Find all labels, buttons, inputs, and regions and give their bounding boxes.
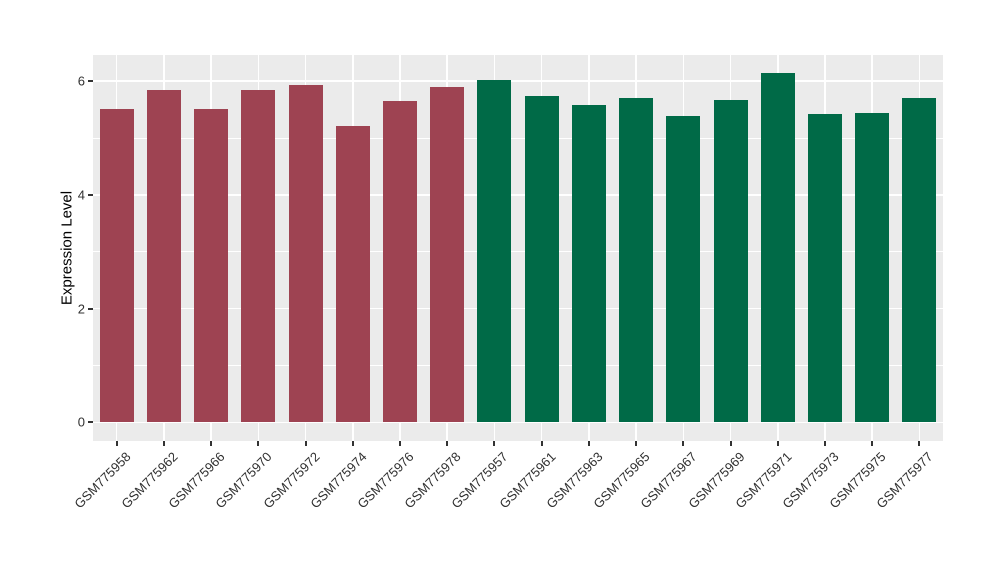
bar-GSM775957 [477, 80, 512, 423]
bar-GSM775967 [666, 116, 701, 423]
x-tick-mark [871, 441, 874, 446]
bar-GSM775965 [619, 98, 654, 423]
minor-gridline [93, 251, 943, 253]
bar-GSM775974 [335, 126, 370, 423]
y-tick-mark [88, 307, 93, 310]
x-tick-mark [210, 441, 213, 446]
y-tick-label: 2 [77, 301, 85, 316]
bar-GSM775962 [146, 90, 181, 423]
y-tick-label: 4 [77, 187, 85, 203]
x-tick-mark [682, 441, 685, 446]
x-tick-mark [162, 441, 165, 446]
x-tick-mark [540, 441, 543, 446]
bar-GSM775961 [524, 95, 559, 423]
y-axis-title: Expression Level [58, 190, 76, 306]
bar-GSM775977 [902, 98, 937, 423]
x-tick-mark [115, 441, 118, 446]
y-tick-label: 0 [77, 414, 85, 430]
x-tick-mark [918, 441, 921, 446]
bar-GSM775966 [194, 109, 229, 423]
minor-gridline [93, 364, 943, 366]
major-gridline [93, 80, 943, 82]
x-tick-mark [635, 441, 638, 446]
bar-GSM775978 [430, 87, 465, 423]
bar-GSM775973 [807, 114, 842, 423]
bar-GSM775975 [855, 113, 890, 423]
x-tick-mark [351, 441, 354, 446]
x-tick-mark [493, 441, 496, 446]
bar-GSM775970 [241, 90, 276, 423]
x-tick-mark [587, 441, 590, 446]
y-tick-label: 6 [77, 73, 85, 89]
major-gridline [93, 194, 943, 196]
bar-GSM775969 [713, 99, 748, 423]
x-tick-mark [398, 441, 401, 446]
x-tick-mark [446, 441, 449, 446]
x-tick-mark [823, 441, 826, 446]
major-gridline [93, 421, 943, 423]
bar-GSM775976 [382, 101, 417, 423]
bar-GSM775971 [760, 73, 795, 423]
bar-GSM775958 [99, 109, 134, 423]
y-tick-mark [88, 80, 93, 83]
bar-GSM775963 [571, 105, 606, 423]
y-tick-mark [88, 193, 93, 196]
major-gridline [93, 307, 943, 310]
plot-panel [93, 55, 943, 441]
x-tick-mark [729, 441, 732, 446]
x-tick-mark [776, 441, 779, 446]
bar-GSM775972 [288, 85, 323, 423]
minor-gridline [93, 137, 943, 139]
x-tick-mark [304, 441, 307, 446]
x-tick-mark [257, 441, 260, 446]
y-tick-mark [88, 421, 93, 424]
